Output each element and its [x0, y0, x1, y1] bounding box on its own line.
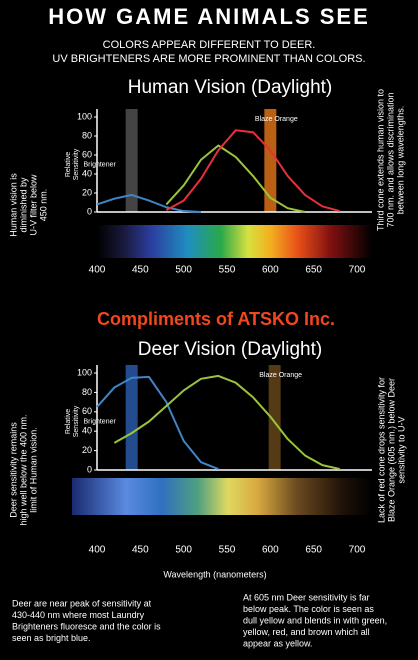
- spectrum: [72, 478, 372, 515]
- note-line: Third cone extends human vision to: [375, 89, 385, 231]
- x-tick-label: 650: [305, 545, 322, 556]
- note: Deer sensitivity remains high well below …: [8, 414, 38, 525]
- y-tick-label: 60: [82, 406, 92, 416]
- series-line: [165, 129, 340, 213]
- note: Third cone extends human vision to 700 nm…: [375, 89, 405, 231]
- y-axis-label: Relative: [65, 409, 72, 434]
- y-tick-label: 100: [77, 111, 92, 121]
- subtitle: COLORS APPEAR DIFFERENT TO DEER.: [103, 39, 316, 51]
- y-tick-label: 100: [77, 367, 92, 377]
- note: Deer are near peak of sensitivity at 430-…: [12, 598, 161, 643]
- note: At 605 nm Deer sensitivity is far below p…: [243, 592, 387, 648]
- note-line: dull yellow and blends in with green,: [243, 615, 387, 625]
- y-axis-label: Relative: [65, 152, 72, 177]
- note-line: Blaze Orange (605 nm.) below Deer: [386, 378, 396, 522]
- y-tick-label: 0: [87, 206, 92, 216]
- note-line: Deer are near peak of sensitivity at: [12, 598, 152, 608]
- note-line: Human vision is: [8, 173, 18, 237]
- x-tick-label: 650: [305, 265, 322, 276]
- note-line: sensitivity to U-V: [396, 416, 406, 483]
- subtitle: UV BRIGHTENERS ARE MORE PROMINENT THAN C…: [52, 53, 365, 65]
- note-line: 700 nm. and allows discrimination: [385, 92, 395, 227]
- note-line: yellow, red, and brown which all: [243, 627, 370, 637]
- series-line: [165, 144, 306, 213]
- band-label: Brightener: [84, 161, 117, 168]
- title: HOW GAME ANIMALS SEE: [48, 4, 370, 29]
- band: [125, 109, 138, 212]
- y-axis-label: Sensitivity: [73, 405, 80, 437]
- y-tick-label: 60: [82, 149, 92, 159]
- note-line: Deer sensitivity remains: [8, 422, 18, 518]
- note-line: Lack of red cone drops sensitivity for: [376, 377, 386, 523]
- x-tick-label: 500: [175, 265, 192, 276]
- y-tick-label: 0: [87, 464, 92, 474]
- note-line: 450 nm.: [38, 189, 48, 222]
- x-tick-label: 450: [132, 545, 149, 556]
- x-tick-label: 550: [219, 545, 236, 556]
- note-line: diminished by: [18, 177, 28, 233]
- y-tick-label: 80: [82, 130, 92, 140]
- spectrum: [97, 225, 372, 258]
- x-tick-label: 700: [349, 545, 366, 556]
- series-line: [96, 375, 219, 470]
- x-tick-label: 600: [262, 265, 279, 276]
- series-line: [96, 193, 202, 213]
- note: Human vision is diminished by U-V filter b…: [8, 173, 48, 237]
- chart-title: Deer Vision (Daylight): [138, 339, 322, 360]
- x-tick-label: 450: [132, 265, 149, 276]
- y-tick-label: 20: [82, 187, 92, 197]
- y-tick-label: 80: [82, 387, 92, 397]
- band-label: Blaze Orange: [259, 372, 302, 379]
- note-line: At 605 nm Deer sensitivity is far: [243, 592, 370, 602]
- note-line: between long wavelengths.: [395, 106, 405, 215]
- y-tick-label: 20: [82, 445, 92, 455]
- y-tick-label: 40: [82, 426, 92, 436]
- series-line: [113, 374, 340, 471]
- x-tick-label: 500: [175, 545, 192, 556]
- note-line: U-V filter below: [28, 174, 38, 236]
- credit: Compliments of ATSKO Inc.: [97, 309, 335, 329]
- note-line: limit of Human vision.: [28, 427, 38, 513]
- band-label: Brightener: [84, 418, 117, 425]
- x-tick-label: 700: [349, 265, 366, 276]
- x-tick-label: 550: [219, 265, 236, 276]
- note: Lack of red cone drops sensitivity for Bl…: [376, 377, 406, 523]
- band-label: Blaze Orange: [255, 116, 298, 123]
- band: [268, 365, 281, 470]
- note-line: Brighteners fluoresce and the color is: [12, 621, 161, 631]
- note-line: 430-440 nm where most Laundry: [12, 610, 145, 620]
- y-axis-label: Sensitivity: [73, 148, 80, 180]
- x-tick-label: 400: [89, 545, 106, 556]
- note-line: appear as yellow.: [243, 638, 313, 648]
- y-tick-label: 40: [82, 168, 92, 178]
- note-line: seen as bright blue.: [12, 633, 91, 643]
- note-line: high well below the 400 nm.: [18, 414, 28, 525]
- chart-title: Human Vision (Daylight): [128, 77, 333, 98]
- x-axis-label: Wavelength (nanometers): [163, 569, 266, 579]
- note-line: below peak. The color is seen as: [243, 604, 374, 614]
- band: [125, 365, 138, 470]
- band: [264, 109, 277, 212]
- x-tick-label: 400: [89, 265, 106, 276]
- x-tick-label: 600: [262, 545, 279, 556]
